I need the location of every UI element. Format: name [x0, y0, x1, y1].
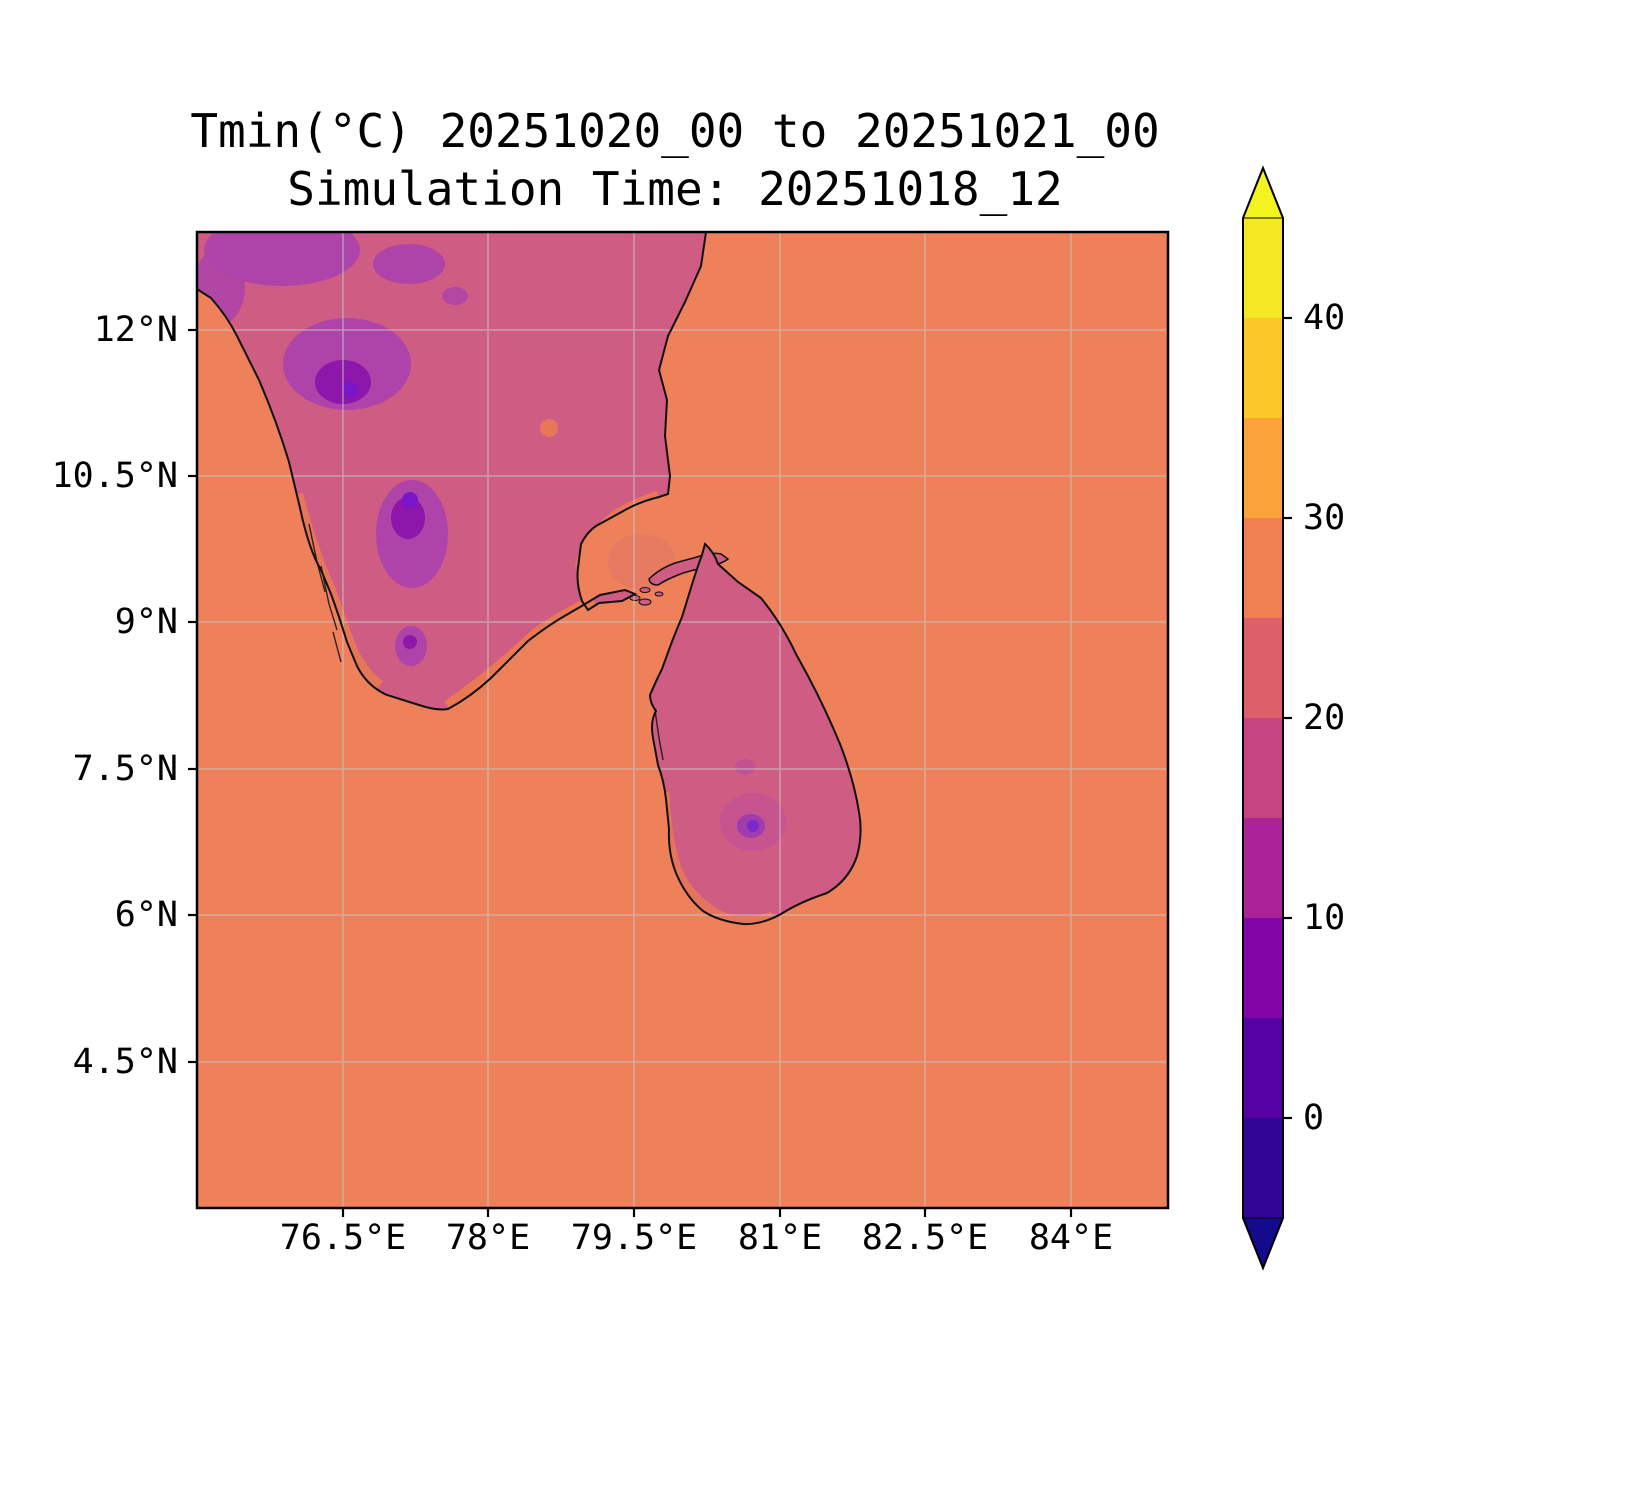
north-cool-patch — [373, 244, 445, 284]
axis-ticks — [188, 328, 1073, 1217]
colorbar-band-25-to-30 — [1243, 518, 1283, 618]
strait-islet — [629, 595, 641, 601]
x-tick-label-82-5e: 82.5°E — [861, 1218, 989, 1258]
colorbar-band-30-to-35 — [1243, 418, 1283, 518]
colorbar-tick-label-20: 20 — [1303, 698, 1346, 738]
cardamom-hills-cooler-core — [403, 635, 417, 649]
map-plot — [188, 230, 1170, 1217]
colorbar-under-arrow — [1243, 1218, 1283, 1268]
colorbar-tick-label-30: 30 — [1303, 498, 1346, 538]
y-tick-label-10-5n: 10.5°N — [51, 456, 178, 496]
palk-bay-tint — [608, 534, 676, 590]
plot-subtitle: Simulation Time: 20251018_12 — [287, 162, 1063, 216]
colorbar-band--5-to-0 — [1243, 1118, 1283, 1218]
x-tick-label-84e: 84°E — [1028, 1218, 1114, 1258]
colorbar-tick-label-0: 0 — [1303, 1098, 1325, 1138]
y-tick-label-12n: 12°N — [93, 310, 178, 350]
y-tick-label-4-5n: 4.5°N — [72, 1042, 178, 1082]
palani-hills-cooler-core — [391, 497, 425, 539]
colorbar-bands — [1243, 218, 1283, 1218]
colorbar-band-10-to-15 — [1243, 818, 1283, 918]
mysore-plateau-cool-patch — [204, 232, 360, 286]
x-tick-label-79-5e: 79.5°E — [570, 1218, 698, 1258]
plot-title: Tmin(°C) 20251020_00 to 20251021_00 — [190, 104, 1160, 158]
y-tick-label-6n: 6°N — [114, 895, 178, 935]
plot-border — [195, 230, 1170, 1210]
mannar-islet — [638, 598, 652, 606]
sl-highland-coldest-spot — [747, 820, 759, 832]
colorbar-band-15-to-20 — [1243, 718, 1283, 818]
north-cool-patch-small — [442, 287, 468, 305]
colorbar-tick-label-10: 10 — [1303, 898, 1346, 938]
colorbar-band-20-to-25 — [1243, 618, 1283, 718]
colorbar — [1242, 165, 1292, 1271]
strait-islet — [639, 587, 651, 593]
colorbar-band-0-to-5 — [1243, 1018, 1283, 1118]
gridlines — [197, 232, 1168, 1208]
western-ghats-coldest-spot — [342, 382, 358, 398]
delta-warm-spot — [540, 419, 558, 437]
strait-islet — [654, 591, 664, 597]
colorbar-ticks — [1283, 316, 1292, 1120]
colorbar-band-5-to-10 — [1243, 918, 1283, 1018]
colorbar-band-40-to-45 — [1243, 218, 1283, 318]
y-tick-label-7-5n: 7.5°N — [72, 749, 178, 789]
colorbar-tick-label-40: 40 — [1303, 298, 1346, 338]
x-tick-label-76-5e: 76.5°E — [279, 1218, 407, 1258]
palani-hills-coldest-spot — [402, 492, 418, 508]
kerala-backwater-lines — [308, 523, 664, 761]
colorbar-band-35-to-40 — [1243, 318, 1283, 418]
y-tick-label-9n: 9°N — [114, 602, 178, 642]
x-tick-label-81e: 81°E — [737, 1218, 823, 1258]
colorbar-over-arrow — [1243, 168, 1283, 218]
sl-highland-cool-patch-north — [735, 759, 755, 775]
x-tick-label-78e: 78°E — [445, 1218, 531, 1258]
